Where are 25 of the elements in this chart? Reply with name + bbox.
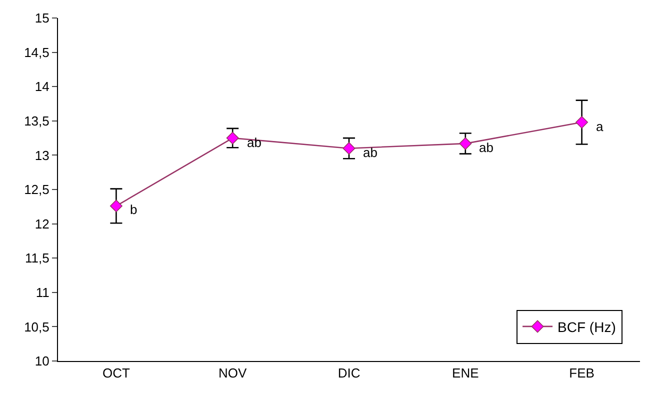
- y-tick-label: 10: [34, 354, 50, 369]
- y-tick-label: 11,5: [25, 250, 50, 266]
- point: [576, 116, 588, 129]
- point: [342, 142, 356, 155]
- annotation: b: [130, 202, 138, 217]
- x-tick-label: FEB: [569, 366, 594, 381]
- annotation: a: [596, 119, 604, 134]
- point: [459, 137, 472, 150]
- y-tick-label: 12,5: [24, 182, 50, 198]
- y-tick-label: 15: [34, 10, 50, 26]
- y-tick-label: 12: [34, 216, 50, 232]
- y-tick-label: 14: [34, 79, 50, 94]
- y-tick-label: 14,5: [24, 44, 50, 60]
- legend-label: BCF (Hz): [558, 318, 616, 335]
- point: [110, 200, 122, 212]
- x-tick-label: NOV: [218, 366, 248, 381]
- x-tick-label: OCT: [102, 366, 130, 381]
- x-tick-label: ENE: [452, 366, 480, 381]
- y-tick-label: 13,5: [24, 113, 50, 128]
- y-tick-label: 13: [34, 148, 50, 163]
- y-tick-label: 11: [36, 284, 50, 300]
- annotation: ab: [479, 140, 494, 155]
- x-tick-label: DIC: [338, 366, 360, 381]
- annotation: ab: [363, 145, 378, 160]
- y-tick-label: 10,5: [24, 319, 50, 334]
